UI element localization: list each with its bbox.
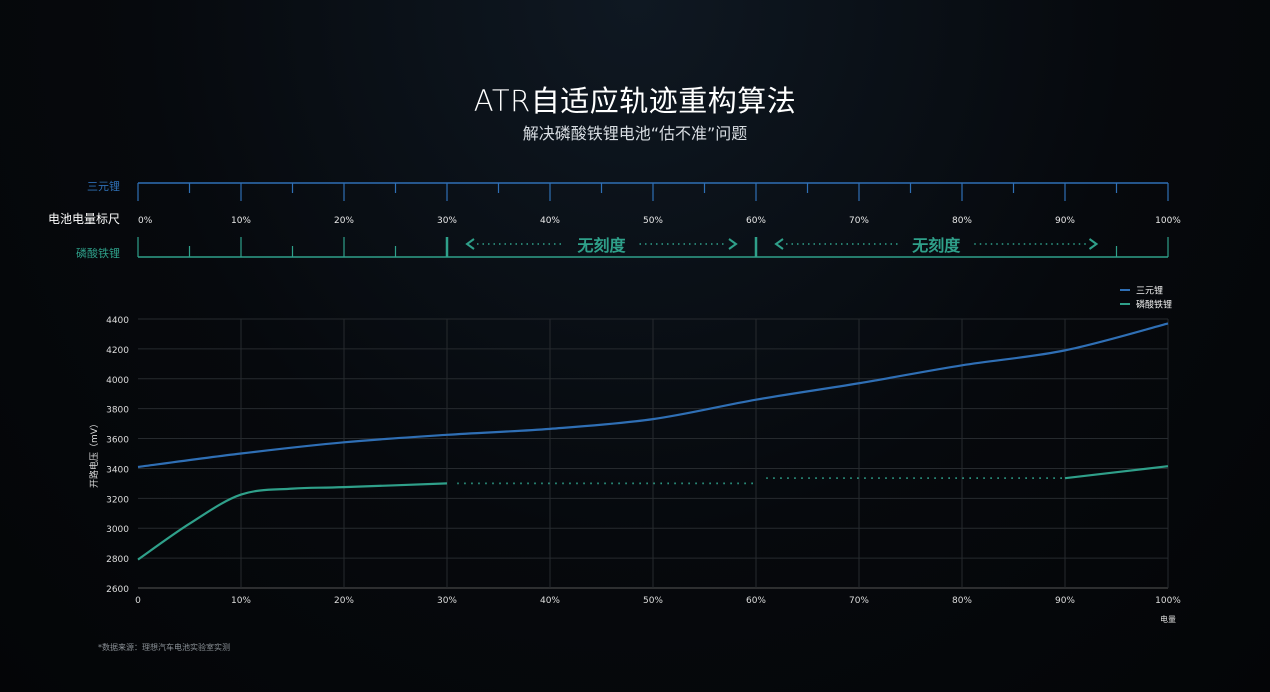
ruler-tick-label: 60% [746, 216, 766, 226]
y-tick-label: 2800 [106, 555, 129, 565]
ruler-tick-label: 80% [952, 216, 972, 226]
arrow-right-icon [728, 238, 738, 250]
arrow-right-icon [1088, 238, 1099, 250]
ruler-tick-label: 10% [231, 216, 251, 226]
arrow-left-icon [465, 238, 475, 250]
ruler-label-ncm: 三元锂 [87, 179, 120, 193]
x-tick-label: 60% [746, 596, 766, 606]
y-axis-label: 开路电压（mV） [88, 419, 100, 488]
x-tick-label: 0 [135, 596, 141, 606]
x-tick-label: 100% [1155, 596, 1181, 606]
ruler-tick-label: 50% [643, 216, 663, 226]
ruler-tick-label: 70% [849, 216, 869, 226]
ruler-tick-label: 100% [1155, 216, 1181, 226]
no-scale-label: 无刻度 [576, 236, 626, 255]
ruler-label-lfp: 磷酸铁锂 [76, 246, 120, 260]
ruler-tick-label: 20% [334, 216, 354, 226]
y-tick-label: 4200 [106, 346, 129, 356]
ruler-label-scale: 电池电量标尺 [48, 212, 120, 226]
series-line-0 [137, 322, 1169, 469]
legend-label: 磷酸铁锂 [1136, 299, 1172, 311]
x-tick-label: 90% [1055, 596, 1075, 606]
x-tick-label: 80% [952, 596, 972, 606]
ruler-tick-label: 40% [540, 216, 560, 226]
x-tick-label: 20% [334, 596, 354, 606]
no-scale-label: 无刻度 [911, 236, 961, 255]
x-tick-label: 50% [643, 596, 663, 606]
y-tick-label: 3400 [106, 465, 129, 475]
legend-label: 三元锂 [1136, 285, 1163, 297]
y-tick-label: 2600 [106, 585, 129, 595]
page-subtitle: 解决磷酸铁锂电池“估不准”问题 [522, 124, 748, 143]
arrow-left-icon [774, 238, 784, 250]
x-axis-label: 电量 [1160, 614, 1176, 624]
y-tick-label: 4000 [106, 376, 129, 386]
y-tick-label: 4400 [106, 316, 129, 326]
y-tick-label: 3200 [106, 495, 129, 505]
x-tick-label: 40% [540, 596, 560, 606]
footnote: *数据来源：理想汽车电池实验室实测 [98, 643, 230, 652]
ruler-tick-label: 0% [138, 216, 153, 226]
ruler-tick-label: 90% [1055, 216, 1075, 226]
y-tick-label: 3000 [106, 525, 129, 535]
ruler-tick-label: 30% [437, 216, 457, 226]
y-tick-label: 3800 [106, 406, 129, 416]
page-title: ATR自适应轨迹重构算法 [473, 84, 797, 118]
series-line-1 [137, 482, 448, 561]
x-tick-label: 10% [231, 596, 251, 606]
y-tick-label: 3600 [106, 436, 129, 446]
series-line-1 [1064, 465, 1169, 480]
x-tick-label: 70% [849, 596, 869, 606]
x-tick-label: 30% [437, 596, 457, 606]
